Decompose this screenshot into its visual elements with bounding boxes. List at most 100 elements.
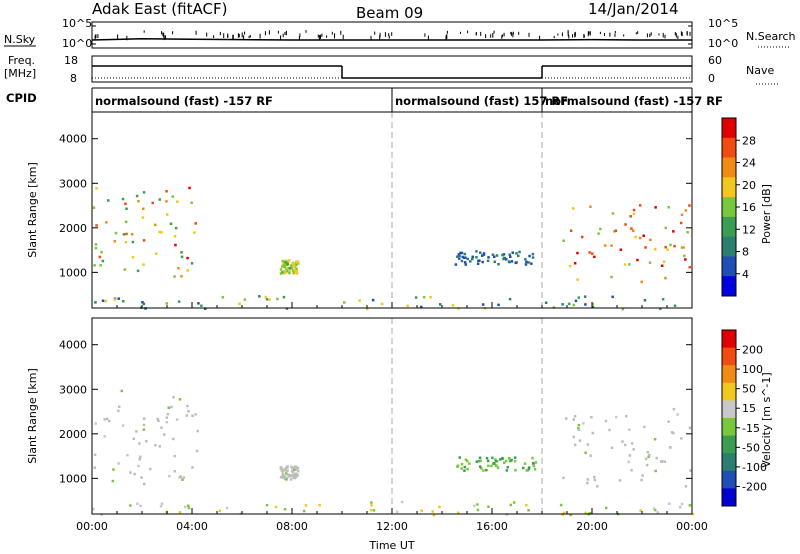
range-gate-cell	[285, 472, 288, 475]
range-gate-cell	[170, 405, 173, 409]
range-gate-cell	[643, 425, 646, 429]
range-gate-cell	[578, 439, 582, 442]
range-gate-cell	[281, 265, 284, 268]
range-gate-cell	[265, 298, 269, 301]
noise-spike	[284, 31, 286, 35]
colorbar-tick-label: 8	[742, 246, 749, 259]
range-gate-cell	[593, 255, 596, 259]
range-gate-cell	[117, 297, 120, 300]
range-gate-cell	[581, 235, 584, 239]
range-gate-cell	[664, 276, 667, 280]
noise-spike	[388, 35, 390, 39]
range-gate-cell	[291, 269, 295, 272]
range-gate-cell	[517, 254, 520, 258]
range-gate-cell	[343, 301, 346, 304]
range-gate-cell	[131, 256, 135, 259]
range-gate-cell	[613, 230, 616, 233]
nsearch-label: N.Search	[746, 30, 796, 43]
range-gate-cell	[591, 431, 595, 435]
range-gate-cell	[142, 191, 146, 194]
range-gate-cell	[289, 478, 293, 481]
range-gate-cell	[293, 476, 297, 480]
noise-spike	[539, 35, 541, 40]
range-gate-cell	[160, 502, 164, 505]
colorbar-swatch	[722, 197, 736, 218]
power-ylabel: Slant Range [km]	[26, 162, 39, 258]
range-gate-cell	[281, 260, 284, 263]
range-gate-cell	[604, 419, 608, 423]
range-gate-cell	[400, 500, 404, 504]
range-gate-cell	[178, 398, 182, 401]
range-gate-cell	[282, 295, 286, 299]
range-gate-cell	[494, 464, 498, 468]
range-gate-cell	[584, 451, 587, 454]
range-gate-cell	[476, 508, 480, 512]
colorbar-tick-label: 12	[742, 223, 756, 236]
range-gate-cell	[577, 428, 581, 431]
range-gate-cell	[280, 468, 284, 471]
range-gate-cell	[151, 201, 154, 205]
range-gate-cell	[509, 255, 512, 258]
range-gate-cell	[292, 473, 296, 477]
range-gate-cell	[561, 303, 564, 306]
velocity-panel: 1000 2000 3000 4000 00:00 04:00 08:00 12:00 16:0…	[26, 317, 708, 552]
colorbar-tick-label: 100	[742, 363, 763, 376]
range-gate-cell	[486, 459, 490, 463]
noise-spike	[243, 35, 245, 40]
range-gate-cell	[660, 264, 664, 267]
range-gate-cell	[288, 267, 292, 270]
noise-spike	[614, 33, 616, 37]
range-gate-cell	[508, 458, 512, 461]
range-gate-cell	[191, 414, 194, 417]
range-gate-cell	[676, 413, 679, 416]
range-gate-cell	[678, 506, 682, 509]
range-gate-cell	[573, 443, 577, 447]
range-gate-cell	[518, 250, 521, 254]
range-gate-cell	[479, 251, 482, 254]
range-gate-cell	[138, 442, 141, 445]
range-gate-cell	[284, 261, 287, 264]
noise-spike	[162, 32, 164, 37]
noise-spike	[391, 32, 393, 36]
noise-spike	[305, 30, 307, 33]
noise-spike	[237, 33, 239, 38]
range-gate-cell	[491, 456, 494, 460]
range-gate-cell	[464, 256, 467, 259]
range-gate-cell	[640, 280, 643, 284]
range-gate-cell	[369, 509, 373, 512]
range-gate-cell	[174, 243, 177, 247]
noise-spike	[374, 31, 376, 35]
range-gate-cell	[142, 263, 145, 266]
range-gate-cell	[296, 473, 299, 477]
colorbar-swatch	[722, 216, 736, 238]
range-gate-cell	[294, 270, 297, 274]
range-gate-cell	[642, 234, 645, 237]
range-gate-cell	[527, 509, 530, 512]
noise-spike	[460, 31, 461, 34]
noise-spike	[574, 31, 576, 35]
range-gate-cell	[532, 464, 536, 468]
noise-trace	[91, 30, 692, 41]
range-gate-cell	[688, 504, 692, 507]
noise-spike	[467, 30, 469, 34]
colorbar-swatch	[722, 400, 736, 419]
range-gate-cell	[625, 414, 628, 418]
range-gate-cell	[487, 464, 490, 468]
noise-spike	[502, 34, 504, 37]
range-gate-cell	[562, 511, 566, 515]
range-gate-cell	[513, 460, 517, 463]
range-gate-cell	[121, 424, 125, 427]
range-gate-cell	[121, 197, 125, 201]
range-gate-cell	[515, 261, 518, 264]
range-gate-cell	[371, 298, 375, 302]
range-gate-cell	[167, 406, 170, 409]
range-gate-cell	[586, 443, 590, 446]
noise-frame	[91, 21, 693, 49]
noise-spike	[321, 33, 323, 37]
range-gate-cell	[638, 204, 642, 207]
range-gate-cell	[101, 259, 105, 263]
range-gate-cell	[279, 268, 283, 271]
noise-spike	[232, 34, 234, 39]
range-gate-cell	[497, 263, 500, 266]
range-gate-cell	[123, 268, 127, 271]
